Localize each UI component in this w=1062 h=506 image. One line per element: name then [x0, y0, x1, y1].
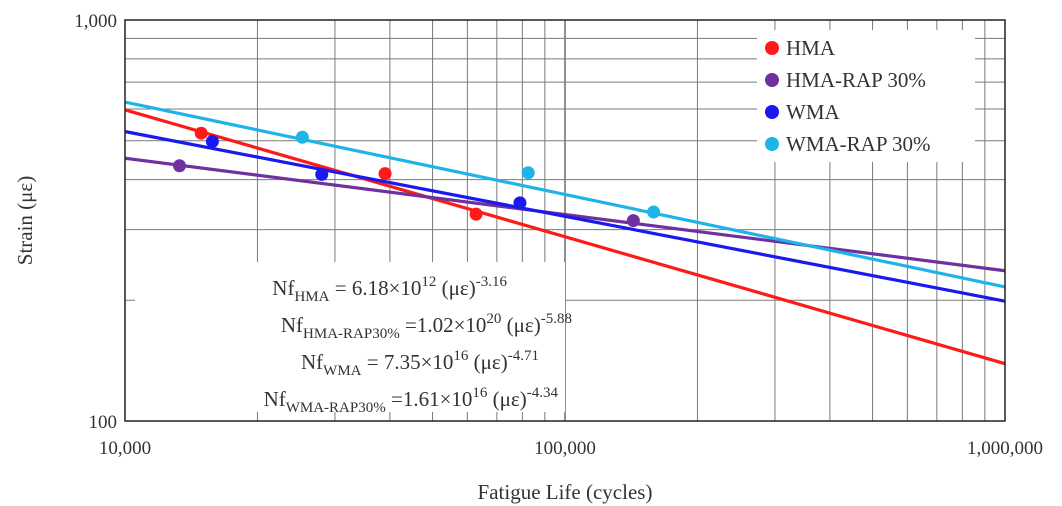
legend-marker	[765, 105, 779, 119]
data-points	[172, 126, 661, 228]
data-point	[295, 130, 309, 144]
fit-equation: NfWMA-RAP30% =1.61×1016 (με)-4.34​	[264, 385, 559, 416]
fit-equations: NfHMA = 6.18×1012 (με)-3.16​ NfHMA-RAP30%…	[135, 262, 572, 416]
fit-line	[124, 108, 1006, 366]
data-point	[521, 166, 535, 180]
data-point	[378, 167, 392, 181]
fit-line	[124, 156, 1006, 273]
legend-label: HMA	[786, 36, 836, 60]
x-tick-label: 100,000	[534, 438, 596, 459]
x-tick-label: 1,000,000	[967, 438, 1043, 459]
legend-marker	[765, 73, 779, 87]
legend-marker	[765, 137, 779, 151]
x-axis-title: Fatigue Life (cycles)	[478, 480, 653, 504]
x-tick-label: 10,000	[99, 438, 151, 459]
data-point	[626, 214, 640, 228]
data-point	[469, 207, 483, 221]
data-point	[315, 167, 329, 181]
legend-box	[757, 30, 975, 162]
legend-label: WMA	[786, 100, 840, 124]
tick-labels: 10,000 100,000 1,000,000 100 1,000	[74, 11, 1043, 459]
data-point	[647, 205, 661, 219]
y-tick-label: 100	[89, 412, 118, 433]
fit-lines	[124, 100, 1006, 366]
y-axis-title: Strain (με)	[13, 176, 37, 265]
fit-equation: NfWMA = 7.35×1016 (με)-4.71​	[301, 348, 539, 379]
equation-box	[135, 262, 565, 412]
fit-equation: NfHMA = 6.18×1012 (με)-3.16​	[272, 274, 507, 305]
fit-equation: NfHMA-RAP30% =1.02×1020 (με)-5.88​	[281, 311, 572, 342]
y-tick-label: 1,000	[74, 11, 117, 32]
data-point	[513, 196, 527, 210]
data-point	[205, 134, 219, 148]
fit-line	[124, 129, 1006, 303]
data-point	[172, 159, 186, 173]
legend-label: HMA-RAP 30%	[786, 68, 926, 92]
data-point	[194, 126, 208, 140]
legend-label: WMA-RAP 30%	[786, 132, 930, 156]
legend-marker	[765, 41, 779, 55]
fit-line	[124, 100, 1006, 289]
legend: HMA HMA-RAP 30% WMA WMA-RAP 30%	[757, 30, 975, 162]
plot-frame	[124, 19, 1006, 422]
